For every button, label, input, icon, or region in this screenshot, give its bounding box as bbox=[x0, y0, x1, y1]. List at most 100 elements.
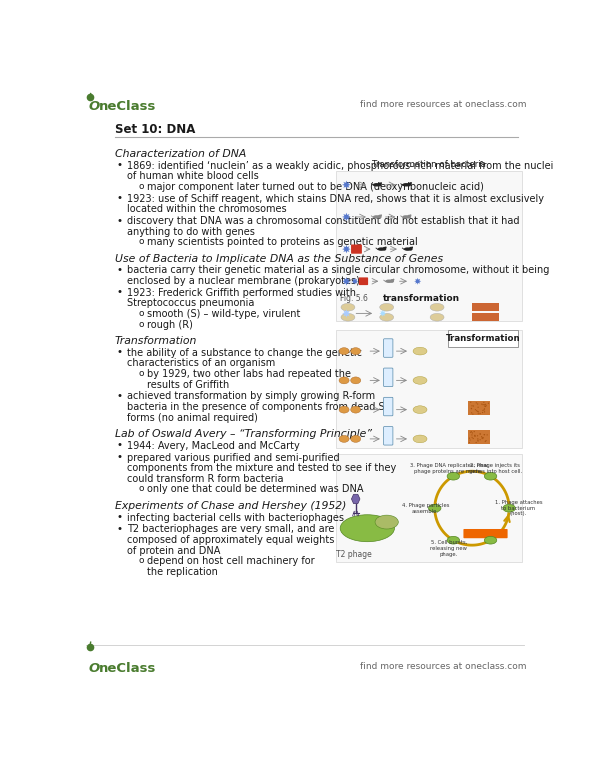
Circle shape bbox=[380, 182, 382, 184]
Circle shape bbox=[471, 405, 472, 407]
Circle shape bbox=[378, 182, 381, 186]
Text: of human white blood cells: of human white blood cells bbox=[127, 171, 259, 181]
Circle shape bbox=[485, 406, 486, 407]
Text: composed of approximately equal weights: composed of approximately equal weights bbox=[127, 535, 334, 545]
Circle shape bbox=[488, 403, 489, 404]
Ellipse shape bbox=[413, 347, 427, 355]
Ellipse shape bbox=[430, 303, 444, 311]
Circle shape bbox=[474, 431, 475, 432]
Circle shape bbox=[477, 440, 478, 442]
Circle shape bbox=[486, 405, 487, 407]
Text: •: • bbox=[116, 524, 122, 534]
Circle shape bbox=[385, 246, 387, 248]
FancyBboxPatch shape bbox=[384, 397, 393, 416]
Text: Streptococcus pneumonia: Streptococcus pneumonia bbox=[127, 299, 255, 309]
Ellipse shape bbox=[339, 407, 349, 413]
Circle shape bbox=[477, 403, 478, 404]
Circle shape bbox=[480, 413, 481, 414]
Ellipse shape bbox=[484, 537, 497, 544]
Text: Transformation: Transformation bbox=[446, 334, 520, 343]
Ellipse shape bbox=[402, 216, 410, 219]
Ellipse shape bbox=[503, 504, 515, 512]
Ellipse shape bbox=[484, 472, 497, 480]
Text: Characterization of DNA: Characterization of DNA bbox=[115, 149, 246, 159]
Text: by 1929, two other labs had repeated the: by 1929, two other labs had repeated the bbox=[147, 369, 351, 379]
Circle shape bbox=[483, 410, 484, 411]
Text: transformation: transformation bbox=[383, 294, 460, 303]
Circle shape bbox=[483, 404, 484, 405]
Text: 1944: Avery, MacLeod and McCarty: 1944: Avery, MacLeod and McCarty bbox=[127, 441, 300, 451]
Polygon shape bbox=[342, 181, 350, 189]
Ellipse shape bbox=[341, 303, 355, 311]
FancyBboxPatch shape bbox=[351, 244, 362, 253]
FancyBboxPatch shape bbox=[384, 339, 393, 357]
Bar bbox=[336, 171, 522, 321]
Text: located within the chromosomes: located within the chromosomes bbox=[127, 204, 287, 214]
Text: could transform R form bacteria: could transform R form bacteria bbox=[127, 474, 284, 484]
Circle shape bbox=[485, 403, 486, 405]
Circle shape bbox=[475, 442, 477, 443]
Circle shape bbox=[477, 411, 478, 412]
Circle shape bbox=[475, 409, 476, 410]
Text: •: • bbox=[116, 160, 122, 170]
Text: find more resources at oneclass.com: find more resources at oneclass.com bbox=[360, 100, 526, 109]
Circle shape bbox=[474, 435, 475, 436]
Text: components from the mixture and tested to see if they: components from the mixture and tested t… bbox=[127, 464, 396, 474]
Circle shape bbox=[480, 434, 481, 435]
Polygon shape bbox=[342, 245, 350, 253]
Text: 1869: identified ‘nuclein’ as a weakly acidic, phosphorous-rich material from th: 1869: identified ‘nuclein’ as a weakly a… bbox=[127, 161, 553, 171]
Bar bbox=[468, 430, 490, 444]
Circle shape bbox=[469, 437, 470, 439]
Text: characteristics of an organism: characteristics of an organism bbox=[127, 359, 275, 369]
Text: smooth (S) – wild-type, virulent: smooth (S) – wild-type, virulent bbox=[147, 309, 300, 319]
Circle shape bbox=[478, 411, 479, 413]
Circle shape bbox=[484, 404, 485, 405]
Circle shape bbox=[482, 437, 483, 438]
Polygon shape bbox=[342, 310, 350, 317]
Text: O: O bbox=[88, 100, 99, 113]
Ellipse shape bbox=[339, 348, 349, 354]
Text: the ability of a substance to change the genetic: the ability of a substance to change the… bbox=[127, 348, 362, 358]
Circle shape bbox=[390, 279, 394, 283]
Text: •: • bbox=[116, 193, 122, 203]
Circle shape bbox=[380, 214, 382, 216]
Circle shape bbox=[471, 408, 472, 410]
FancyBboxPatch shape bbox=[448, 330, 518, 347]
Circle shape bbox=[470, 402, 471, 403]
Ellipse shape bbox=[377, 247, 385, 251]
Text: neClass: neClass bbox=[98, 662, 156, 675]
Text: of protein and DNA: of protein and DNA bbox=[127, 546, 221, 556]
Text: T2 bacteriophages are very small, and are: T2 bacteriophages are very small, and ar… bbox=[127, 524, 334, 534]
Text: •: • bbox=[116, 391, 122, 401]
Circle shape bbox=[484, 411, 485, 413]
Circle shape bbox=[471, 408, 472, 409]
Text: Lab of Oswald Avery – “Transforming Principle”: Lab of Oswald Avery – “Transforming Prin… bbox=[115, 429, 372, 439]
Ellipse shape bbox=[385, 280, 393, 283]
Polygon shape bbox=[342, 277, 350, 286]
FancyBboxPatch shape bbox=[384, 427, 393, 445]
Circle shape bbox=[470, 432, 471, 433]
Text: 3. Phage DNA replicates; new
phage proteins are made.: 3. Phage DNA replicates; new phage prote… bbox=[410, 463, 488, 474]
Text: bacteria in the presence of components from dead S-: bacteria in the presence of components f… bbox=[127, 402, 388, 412]
Circle shape bbox=[482, 412, 483, 413]
Text: Transformation of bacteria: Transformation of bacteria bbox=[372, 160, 486, 169]
Polygon shape bbox=[414, 278, 421, 285]
Circle shape bbox=[476, 410, 477, 411]
Circle shape bbox=[484, 406, 486, 407]
Circle shape bbox=[411, 246, 413, 248]
Text: o: o bbox=[139, 484, 144, 494]
Circle shape bbox=[469, 442, 470, 443]
Circle shape bbox=[478, 413, 479, 414]
Text: 1. Phage attaches
to bacterium
(host).: 1. Phage attaches to bacterium (host). bbox=[494, 500, 542, 517]
Text: infecting bacterial cells with bacteriophages: infecting bacterial cells with bacteriop… bbox=[127, 513, 344, 523]
Text: depend on host cell machinery for: depend on host cell machinery for bbox=[147, 556, 315, 566]
Bar bbox=[336, 454, 522, 562]
Circle shape bbox=[473, 405, 474, 407]
Ellipse shape bbox=[430, 313, 444, 321]
Ellipse shape bbox=[380, 313, 394, 321]
Circle shape bbox=[474, 436, 475, 437]
Ellipse shape bbox=[447, 537, 459, 544]
Text: major component later turned out to be DNA (deoxyribonucleic acid): major component later turned out to be D… bbox=[147, 182, 484, 192]
Ellipse shape bbox=[341, 313, 355, 321]
Ellipse shape bbox=[339, 377, 349, 383]
